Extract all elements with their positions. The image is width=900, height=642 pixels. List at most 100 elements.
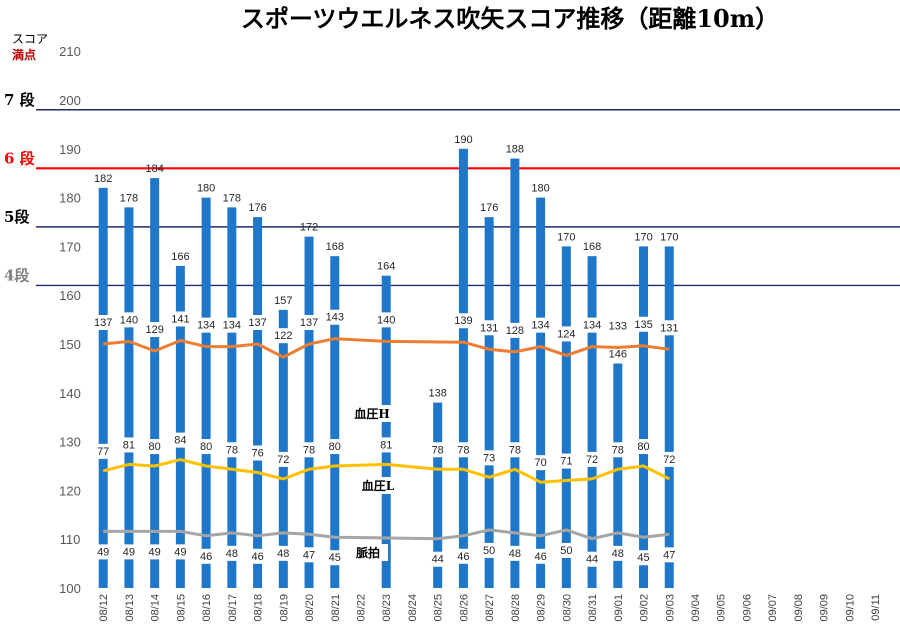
score-bar (175, 265, 185, 588)
score-bar (536, 197, 546, 588)
score-label: 170 (660, 231, 678, 243)
score-label: 176 (248, 202, 266, 214)
x-tick-label: 08/27 (484, 594, 496, 622)
score-label: 170 (557, 231, 575, 243)
series-name-label: 血圧H (354, 406, 389, 421)
label-background (195, 317, 218, 333)
x-tick-label: 08/31 (587, 594, 599, 622)
series-value-label: 135 (634, 319, 652, 331)
series-value-label: 46 (534, 551, 546, 563)
series-value-label: 77 (97, 446, 109, 458)
label-background (478, 320, 501, 336)
y-tick-label: 160 (59, 288, 81, 303)
score-bar (613, 363, 623, 588)
score-bar (381, 275, 391, 588)
label-background (117, 544, 140, 560)
series-value-label: 137 (300, 317, 318, 329)
score-bar (98, 187, 108, 588)
series-value-label: 49 (174, 546, 186, 558)
series-name-background (352, 405, 392, 422)
score-bar (304, 236, 314, 588)
rank-label: 7 段 (4, 91, 35, 109)
label-background (503, 322, 526, 338)
score-bar (201, 197, 211, 588)
series-value-label: 137 (94, 317, 112, 329)
label-background (143, 544, 166, 560)
score-bar (227, 207, 237, 589)
label-background (529, 317, 552, 333)
score-bar (150, 178, 160, 588)
x-tick-label: 08/19 (278, 594, 290, 622)
label-background (169, 544, 192, 560)
series-value-label: 80 (329, 441, 341, 453)
label-background (117, 437, 140, 453)
series-value-label: 78 (226, 444, 238, 456)
series-value-label: 45 (329, 552, 341, 564)
x-tick-label: 08/25 (433, 594, 445, 622)
score-label: 188 (506, 144, 524, 156)
series-value-label: 78 (432, 444, 444, 456)
score-label: 146 (609, 349, 627, 361)
score-bar (330, 256, 340, 588)
label-background (246, 315, 269, 330)
series-value-label: 133 (609, 321, 627, 333)
x-tick-label: 08/13 (124, 594, 136, 622)
chart-title: スポーツウエルネス吹矢スコア推移（距離10m） (241, 4, 779, 33)
score-label: 168 (326, 241, 344, 253)
series-value-label: 84 (174, 435, 186, 447)
x-tick-label: 08/20 (304, 594, 316, 622)
x-tick-label: 08/15 (175, 594, 187, 622)
label-background (143, 322, 166, 338)
label-background (323, 550, 346, 566)
label-background (272, 545, 295, 561)
label-background (581, 551, 604, 567)
score-bar (510, 158, 520, 588)
series-value-label: 140 (377, 314, 395, 326)
series-value-label: 71 (560, 456, 572, 468)
series-value-label: 78 (303, 444, 315, 456)
series-name-background (358, 477, 398, 494)
y-tick-label: 110 (60, 532, 81, 547)
label-background (632, 316, 655, 332)
label-background (555, 326, 578, 342)
series-value-label: 46 (457, 551, 469, 563)
series-value-label: 141 (171, 313, 189, 325)
series-value-label: 48 (226, 548, 238, 560)
series-value-label: 72 (586, 454, 598, 466)
score-label: 170 (634, 231, 652, 243)
label-background (220, 317, 243, 333)
label-background (606, 318, 629, 334)
x-tick-label: 08/12 (98, 594, 110, 622)
series-value-label: 72 (663, 454, 675, 466)
x-tick-label: 08/26 (458, 594, 470, 622)
score-label: 157 (274, 295, 292, 307)
label-background (246, 548, 269, 564)
x-tick-label: 09/01 (613, 594, 625, 622)
label-background (555, 542, 578, 558)
series-value-label: 49 (123, 546, 135, 558)
series-value-label: 81 (380, 439, 392, 451)
y-tick-label: 190 (59, 142, 81, 157)
label-background (503, 442, 526, 458)
series-value-label: 76 (251, 447, 263, 459)
label-background (581, 317, 604, 333)
series-value-label: 137 (248, 317, 266, 329)
x-tick-label: 09/02 (639, 594, 651, 622)
series-value-label: 47 (663, 549, 675, 561)
label-background (452, 548, 475, 564)
x-tick-label: 09/08 (793, 594, 805, 622)
x-tick-label: 08/30 (561, 594, 573, 622)
score-label: 172 (300, 222, 318, 234)
x-tick-label: 08/24 (407, 594, 419, 622)
vital-lines (102, 337, 670, 541)
series-value-label: 80 (200, 441, 212, 453)
series-value-label: 46 (251, 551, 263, 563)
series-value-label: 78 (457, 444, 469, 456)
y-tick-label: 150 (59, 337, 81, 352)
x-axis: 08/12 08/13 08/14 08/15 08/16 08/17 08/18 08/19… (98, 594, 882, 622)
series-value-label: 80 (637, 441, 649, 453)
score-bar (587, 256, 597, 588)
score-label: 176 (480, 202, 498, 214)
score-label: 182 (94, 173, 112, 185)
score-label: 180 (197, 183, 215, 195)
